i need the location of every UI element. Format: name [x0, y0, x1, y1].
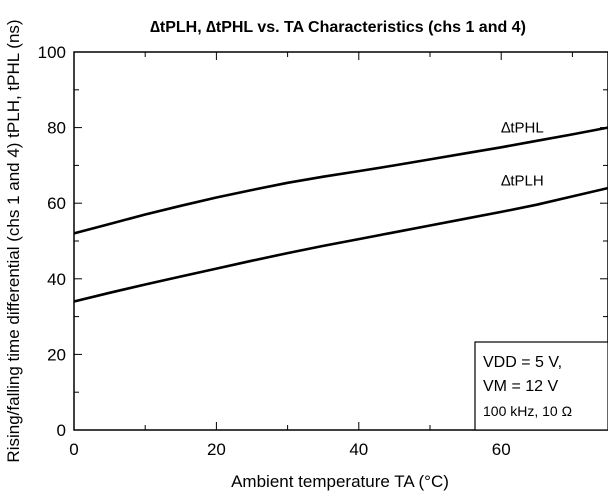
series-label-phl: ∆tPHL [501, 120, 544, 137]
y-axis-label: Rising/falling time differential (chs 1 … [4, 19, 23, 462]
y-tick-label: 0 [57, 421, 66, 440]
x-tick-label: 40 [349, 440, 368, 459]
x-axis-label: Ambient temperature TA (°C) [231, 472, 449, 491]
condition-vdd: VDD = 5 V, [483, 354, 562, 371]
series-line-phl [73, 126, 608, 235]
condition-freq: 100 kHz, 10 Ω [483, 403, 572, 419]
axis-tick-labels: 0 20 40 60 0 20 40 60 80 100 [38, 43, 511, 459]
y-tick-label: 20 [47, 345, 66, 364]
y-tick-label: 40 [47, 270, 66, 289]
series-label-plh: ∆tPLH [501, 173, 544, 190]
y-tick-label: 100 [38, 43, 66, 62]
y-tick-label: 80 [47, 119, 66, 138]
chart-title: ∆tPLH, ∆tPHL vs. TA Characteristics (chs… [150, 19, 526, 36]
condition-vm: VM = 12 V [483, 378, 558, 395]
conditions-box: VDD = 5 V, VM = 12 V 100 kHz, 10 Ω [474, 341, 608, 431]
x-tick-label: 60 [492, 440, 511, 459]
y-tick-label: 60 [47, 194, 66, 213]
series-line-plh [73, 186, 608, 303]
series-lines [73, 126, 608, 303]
conditions-frame [474, 341, 608, 431]
x-tick-label: 20 [207, 440, 226, 459]
x-tick-label: 0 [69, 440, 78, 459]
